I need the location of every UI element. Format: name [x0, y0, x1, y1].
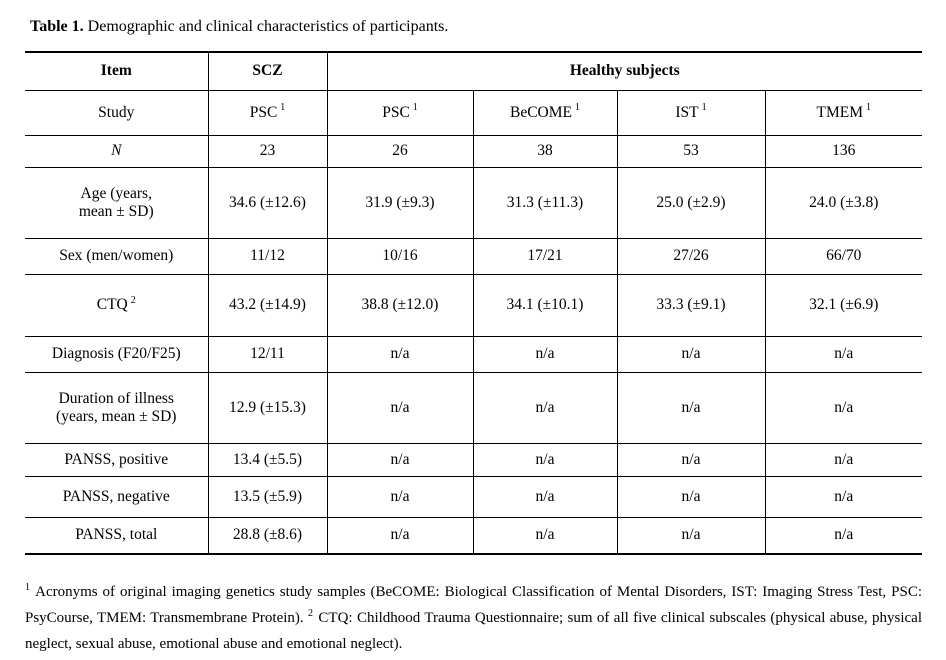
- table-cell: 53: [616, 134, 766, 168]
- table-cell: n/a: [616, 516, 766, 555]
- table-cell: 24.0 (±3.8): [764, 166, 923, 239]
- table-cell: 31.3 (±11.3): [472, 166, 618, 239]
- table-cell: n/a: [764, 371, 923, 444]
- header-row: Item SCZ Healthy subjects: [25, 51, 923, 91]
- superscript-marker: 1: [701, 102, 707, 114]
- table-cell: n/a: [326, 335, 474, 373]
- header-scz: SCZ: [207, 51, 328, 91]
- table-cell: 12/11: [207, 335, 328, 373]
- table-cell: n/a: [764, 335, 923, 373]
- table-cell: 38.8 (±12.0): [326, 273, 474, 337]
- table-title-label: Table 1.: [30, 18, 84, 35]
- table-cell: n/a: [616, 442, 766, 477]
- demographics-table: Item SCZ Healthy subjects Study PSC 1 PSC…: [25, 51, 923, 555]
- superscript-marker: 1: [575, 102, 580, 114]
- table-cell: BeCOME 1: [472, 89, 618, 136]
- table-cell: PSC 1: [326, 89, 474, 136]
- table-cell: PSC 1: [207, 89, 328, 136]
- table-cell: 31.9 (±9.3): [326, 166, 474, 239]
- row-duration: Duration of illness (years, mean ± SD) 1…: [25, 371, 923, 444]
- row-label: PANSS, negative: [25, 475, 209, 518]
- superscript-marker: 1: [866, 102, 872, 114]
- row-label: CTQ 2: [25, 273, 209, 337]
- table-cell: 66/70: [764, 237, 923, 275]
- table-cell: 28.8 (±8.6): [207, 516, 328, 555]
- row-study: Study PSC 1 PSC 1 BeCOME 1 IST 1 TMEM 1: [25, 89, 923, 136]
- row-label: PANSS, total: [25, 516, 209, 555]
- table-cell: n/a: [326, 442, 474, 477]
- superscript-marker: 1: [280, 102, 286, 114]
- table-cell: n/a: [472, 516, 618, 555]
- header-item: Item: [25, 51, 209, 91]
- row-diagnosis: Diagnosis (F20/F25) 12/11 n/a n/a n/a n/…: [25, 335, 923, 373]
- row-age: Age (years, mean ± SD) 34.6 (±12.6) 31.9…: [25, 166, 923, 239]
- footnote-text-2: CTQ: Childhood Trauma Questionnaire; sum…: [25, 610, 923, 652]
- row-n: N 23 26 38 53 136: [25, 134, 923, 168]
- table-cell: 12.9 (±15.3): [207, 371, 328, 444]
- table-cell: 11/12: [207, 237, 328, 275]
- table-cell: 13.4 (±5.5): [207, 442, 328, 477]
- table-cell: 10/16: [326, 237, 474, 275]
- row-panss-negative: PANSS, negative 13.5 (±5.9) n/a n/a n/a …: [25, 475, 923, 518]
- row-label: Diagnosis (F20/F25): [25, 335, 209, 373]
- row-label: Age (years, mean ± SD): [25, 166, 209, 239]
- table-cell: 26: [326, 134, 474, 168]
- table-cell: 13.5 (±5.9): [207, 475, 328, 518]
- table-cell: 25.0 (±2.9): [616, 166, 766, 239]
- table-cell: TMEM 1: [764, 89, 923, 136]
- table-cell: 27/26: [616, 237, 766, 275]
- table-cell: n/a: [326, 371, 474, 444]
- table-cell: n/a: [764, 442, 923, 477]
- table-cell: n/a: [472, 442, 618, 477]
- table-cell: n/a: [326, 475, 474, 518]
- table-cell: n/a: [326, 516, 474, 555]
- footnote-marker-1: 1: [25, 582, 30, 593]
- row-label: Sex (men/women): [25, 237, 209, 275]
- superscript-marker: 2: [130, 294, 136, 306]
- table-cell: 33.3 (±9.1): [616, 273, 766, 337]
- table-cell: 34.6 (±12.6): [207, 166, 328, 239]
- table-cell: 136: [764, 134, 923, 168]
- row-label: Study: [25, 89, 209, 136]
- table-cell: 43.2 (±14.9): [207, 273, 328, 337]
- row-label: N: [25, 134, 209, 168]
- footnote-text-1: Acronyms of original imaging genetics st…: [25, 584, 922, 626]
- table-title-text: Demographic and clinical characteristics…: [87, 18, 449, 35]
- row-ctq: CTQ 2 43.2 (±14.9) 38.8 (±12.0) 34.1 (±10…: [25, 273, 923, 337]
- header-healthy-subjects: Healthy subjects: [326, 51, 923, 91]
- row-sex: Sex (men/women) 11/12 10/16 17/21 27/26 …: [25, 237, 923, 275]
- table-cell: 17/21: [472, 237, 618, 275]
- table-cell: 38: [472, 134, 618, 168]
- row-label: PANSS, positive: [25, 442, 209, 477]
- superscript-marker: 1: [412, 102, 418, 114]
- table-cell: 32.1 (±6.9): [764, 273, 923, 337]
- table-cell: IST 1: [616, 89, 766, 136]
- table-cell: 34.1 (±10.1): [472, 273, 618, 337]
- table-cell: n/a: [472, 335, 618, 373]
- row-panss-positive: PANSS, positive 13.4 (±5.5) n/a n/a n/a …: [25, 442, 923, 477]
- footnote-marker-2: 2: [308, 608, 314, 619]
- table-cell: n/a: [764, 516, 923, 555]
- row-panss-total: PANSS, total 28.8 (±8.6) n/a n/a n/a n/a: [25, 516, 923, 555]
- table-cell: n/a: [616, 335, 766, 373]
- table-cell: 23: [207, 134, 328, 168]
- table-title: Table 1. Demographic and clinical charac…: [30, 17, 448, 37]
- table-cell: n/a: [472, 475, 618, 518]
- row-label: Duration of illness (years, mean ± SD): [25, 371, 209, 444]
- table-cell: n/a: [616, 475, 766, 518]
- table-cell: n/a: [472, 371, 618, 444]
- table-cell: n/a: [616, 371, 766, 444]
- footnote: 1 Acronyms of original imaging genetics …: [25, 579, 922, 657]
- table-cell: n/a: [764, 475, 923, 518]
